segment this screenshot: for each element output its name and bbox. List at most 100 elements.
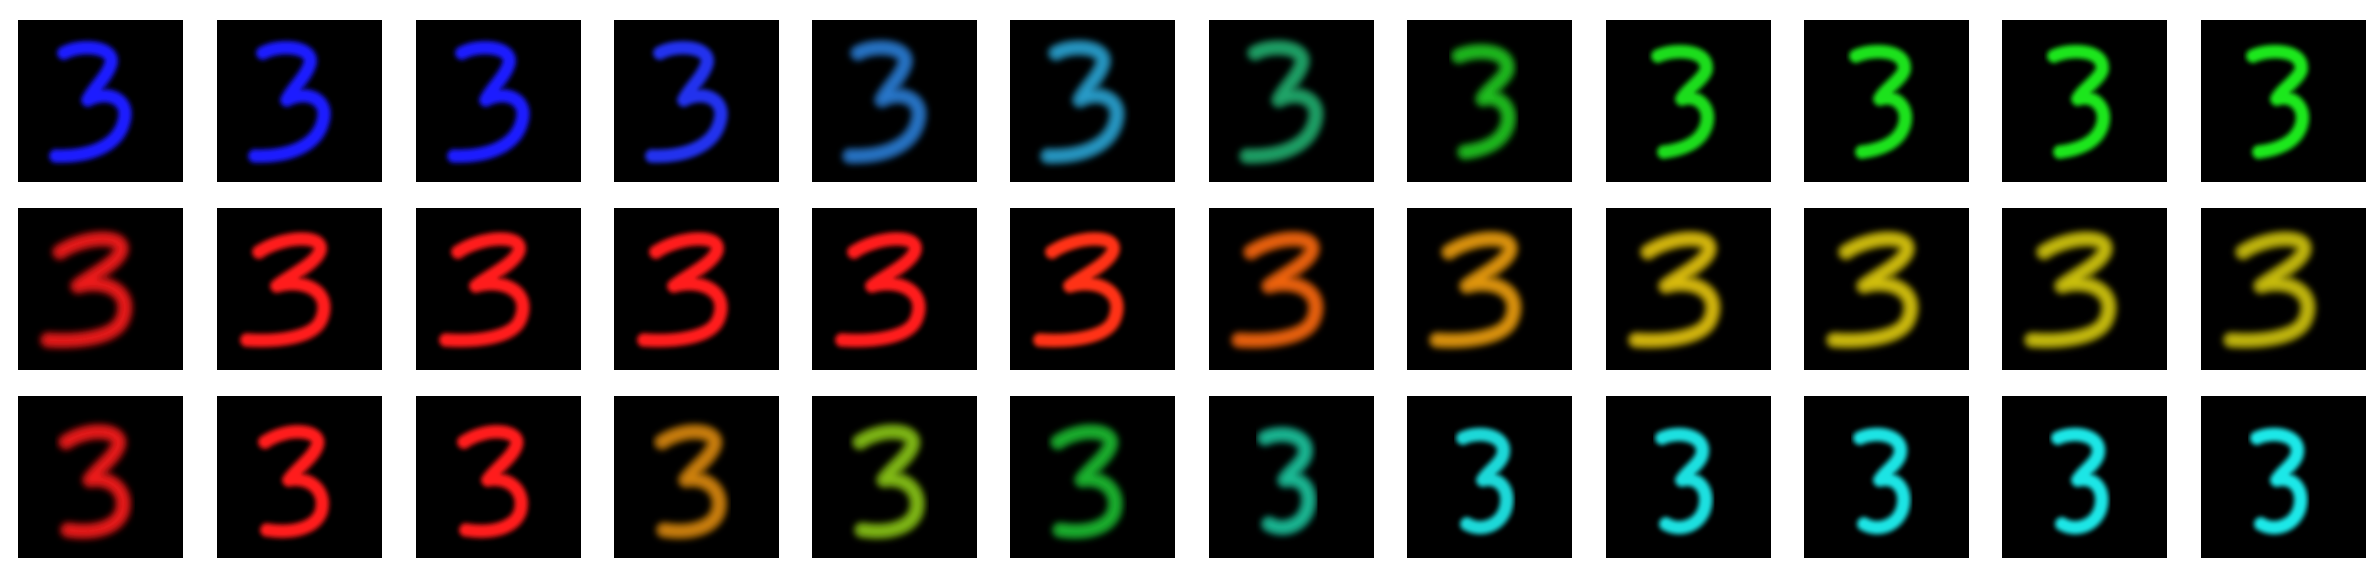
digit-panel-r2-c4 [614, 208, 779, 370]
digit-stroke [440, 233, 529, 346]
digit-three-glyph [1256, 426, 1318, 536]
digit-panel-r3-c2 [217, 396, 382, 558]
digit-three-glyph [2244, 43, 2311, 161]
digit-stroke [259, 426, 328, 537]
digit-panel-r2-c2 [217, 208, 382, 370]
digit-stroke [2226, 234, 2313, 345]
digit-stroke [249, 42, 330, 162]
digit-three-glyph [256, 423, 331, 540]
digit-three-glyph [2045, 43, 2112, 161]
digit-panel-r1-c4 [614, 20, 779, 182]
digit-stroke [2048, 46, 2109, 158]
digit-stroke [448, 42, 529, 162]
digit-stroke [1260, 430, 1314, 532]
digit-panel-r3-c5 [812, 396, 977, 558]
digit-three-glyph [1238, 39, 1325, 165]
digit-panel-r2-c8 [1407, 208, 1572, 370]
digit-panel-r3-c1 [18, 396, 183, 558]
digit-stroke [1234, 234, 1321, 345]
digit-panel-r1-c10 [1804, 20, 1969, 182]
digit-stroke [2027, 234, 2114, 345]
digit-panel-r2-c1 [18, 208, 183, 370]
digit-stroke [241, 233, 330, 346]
digit-stroke [1034, 233, 1123, 346]
digit-three-glyph [1031, 230, 1126, 349]
digit-three-glyph [1039, 39, 1126, 165]
digit-stroke [646, 42, 727, 162]
digit-panel-r1-c2 [217, 20, 382, 182]
digit-panel-r1-c8 [1407, 20, 1572, 182]
digit-three-glyph [1649, 43, 1716, 161]
digit-three-glyph [1653, 426, 1715, 536]
digit-stroke [855, 427, 922, 536]
digit-panel-r2-c10 [1804, 208, 1969, 370]
digit-three-glyph [1230, 230, 1325, 349]
digit-stroke [61, 427, 128, 536]
digit-three-glyph [2023, 230, 2118, 349]
digit-stroke [1043, 43, 1122, 161]
digit-stroke [1432, 234, 1519, 345]
digit-stroke [1631, 234, 1718, 345]
digit-three-glyph [643, 39, 730, 165]
digit-stroke [1656, 429, 1712, 533]
digit-three-glyph [1454, 426, 1516, 536]
digit-stroke [2247, 46, 2308, 158]
digit-panel-r2-c6 [1010, 208, 1175, 370]
digit-three-glyph [1851, 426, 1913, 536]
digit-three-glyph [238, 230, 333, 349]
digit-three-glyph [841, 39, 928, 165]
digit-three-glyph [47, 39, 134, 165]
digit-panel-r3-c3 [416, 396, 581, 558]
digit-three-glyph [851, 423, 926, 540]
digit-panel-r2-c7 [1209, 208, 1374, 370]
digit-panel-r2-c5 [812, 208, 977, 370]
digit-panel-r3-c9 [1606, 396, 1771, 558]
digit-panel-r3-c6 [1010, 396, 1175, 558]
digit-three-glyph [1450, 43, 1517, 161]
digit-stroke [1457, 429, 1513, 533]
digit-stroke [638, 233, 727, 346]
digit-panel-r1-c3 [416, 20, 581, 182]
digit-stroke [1053, 427, 1120, 536]
digit-panel-r1-c7 [1209, 20, 1374, 182]
digit-panel-r2-c12 [2201, 208, 2366, 370]
digit-three-glyph [57, 423, 132, 540]
digit-stroke [1242, 43, 1321, 161]
digit-panel-r3-c12 [2201, 396, 2366, 558]
digit-panel-r3-c11 [2002, 396, 2167, 558]
digit-stroke [1454, 47, 1513, 157]
digit-three-glyph [1049, 423, 1124, 540]
digit-panel-r1-c9 [1606, 20, 1771, 182]
digit-stroke [845, 43, 924, 161]
digit-stroke [2052, 429, 2108, 533]
digit-three-glyph [445, 39, 532, 165]
digit-three-glyph [833, 230, 928, 349]
digit-stroke [1652, 46, 1713, 158]
digit-panel-r1-c5 [812, 20, 977, 182]
digit-panel-r1-c1 [18, 20, 183, 182]
digit-three-glyph [437, 230, 532, 349]
digit-three-glyph [455, 423, 530, 540]
digit-three-glyph [653, 423, 728, 540]
digit-three-glyph [2049, 426, 2111, 536]
digit-panel-r3-c7 [1209, 396, 1374, 558]
digit-three-glyph [246, 39, 333, 165]
digit-panel-r1-c6 [1010, 20, 1175, 182]
digit-stroke [50, 42, 131, 162]
digit-stroke [1850, 46, 1911, 158]
digit-stroke [1829, 234, 1916, 345]
digit-stroke [836, 233, 925, 346]
digit-panel-r2-c3 [416, 208, 581, 370]
digit-panel-r1-c12 [2201, 20, 2366, 182]
digit-stroke [458, 426, 527, 537]
digit-stroke [657, 427, 724, 536]
digit-panel-r2-c11 [2002, 208, 2167, 370]
digit-panel-r1-c11 [2002, 20, 2167, 182]
digit-panel-r3-c4 [614, 396, 779, 558]
digit-stroke [2251, 429, 2307, 533]
digit-stroke [43, 234, 130, 345]
digit-three-glyph [1825, 230, 1920, 349]
digit-panel-r2-c9 [1606, 208, 1771, 370]
digit-stroke [1854, 429, 1910, 533]
